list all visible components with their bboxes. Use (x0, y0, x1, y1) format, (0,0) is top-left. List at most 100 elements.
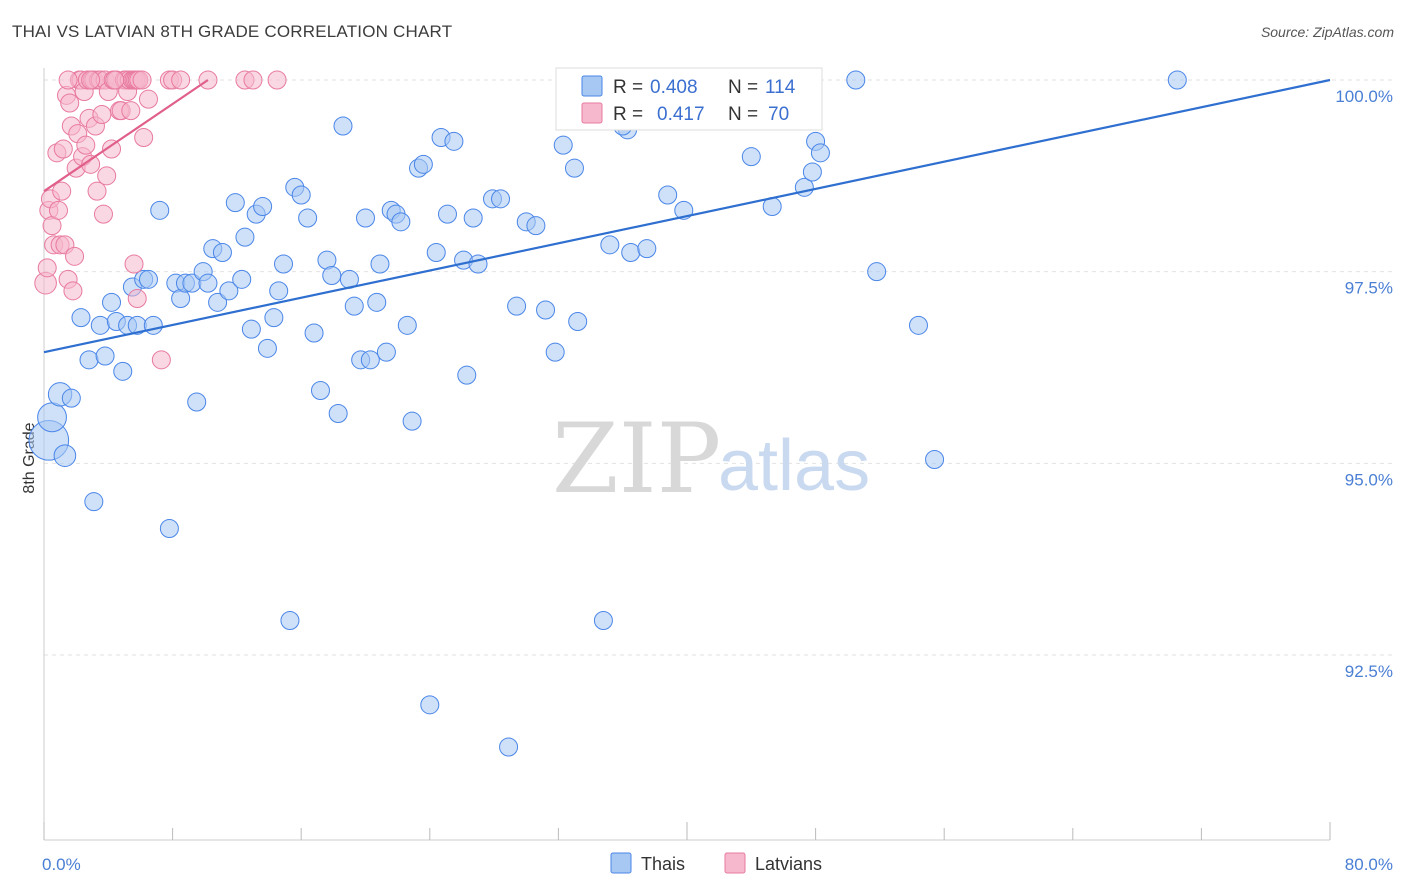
latvians-point-34 (92, 105, 112, 124)
legend-thais-n-value: 114 (765, 77, 796, 98)
legend-latvians-n-label: N = (728, 104, 758, 125)
thais-point-40 (269, 281, 289, 301)
latvians-point-39 (102, 139, 122, 159)
thais-point-79 (507, 296, 527, 316)
thais-point-99 (741, 147, 761, 167)
bottom-legend-latvians: Latvians (755, 854, 822, 874)
thais-point-74 (463, 208, 483, 228)
thais-point-42 (280, 611, 300, 630)
y-tick-label-1: 95.0% (1345, 470, 1393, 489)
thais-point-35 (241, 319, 261, 339)
thais-point-7 (84, 492, 104, 512)
thais-point-81 (526, 216, 546, 236)
thais-point-45 (298, 208, 318, 228)
thais-point-83 (545, 342, 565, 362)
latvians-point-24 (76, 135, 96, 155)
thais-point-1 (37, 402, 67, 433)
latvians-point-10 (53, 139, 73, 159)
thais-point-73 (457, 365, 477, 385)
latvians-point-66 (267, 70, 287, 90)
latvians-point-65 (243, 70, 263, 90)
thais-point-51 (333, 116, 353, 136)
thais-point-33 (232, 269, 252, 289)
x-tick-label-1: 80.0% (1345, 855, 1393, 874)
thais-point-44 (291, 185, 311, 205)
thais-point-37 (253, 197, 273, 216)
series-thais (28, 70, 1187, 757)
trend-lines (43, 78, 1331, 354)
legend-swatch-thais (581, 75, 603, 97)
thais-point-9 (95, 346, 115, 366)
thais-point-70 (437, 204, 457, 224)
thais-point-86 (568, 312, 588, 331)
thais-point-50 (328, 404, 348, 423)
thais-point-57 (367, 292, 387, 312)
thais-point-29 (208, 292, 228, 312)
thais-point-63 (397, 315, 417, 335)
latvians-point-59 (151, 350, 171, 370)
x-tick-labels: 0.0% 80.0% (42, 855, 1393, 874)
thais-point-46 (304, 323, 324, 343)
latvians-point-57 (134, 128, 154, 147)
thais-point-64 (402, 411, 422, 431)
thais-point-91 (621, 243, 641, 262)
bottom-legend-swatch-thais (610, 852, 632, 874)
latvians-point-67 (81, 70, 101, 90)
latvians-point-31 (87, 181, 107, 201)
thais-point-58 (370, 254, 390, 274)
thais-point-108 (925, 450, 945, 469)
latvians-point-9 (52, 181, 72, 201)
thais-point-3 (53, 444, 77, 467)
thais-point-59 (376, 342, 396, 362)
thais-point-41 (274, 254, 294, 274)
thais-point-49 (322, 266, 342, 285)
thais-point-85 (564, 158, 584, 178)
legend-latvians-n-value: 70 (768, 104, 789, 125)
thais-point-66 (413, 154, 433, 174)
thais-point-17 (138, 269, 158, 289)
thais-point-88 (593, 611, 613, 630)
thais-point-109 (1167, 70, 1187, 90)
chart-title: THAI VS LATVIAN 8TH GRADE CORRELATION CH… (12, 22, 453, 41)
latvians-point-56 (132, 70, 152, 90)
thais-point-38 (257, 338, 277, 358)
thais-point-68 (426, 243, 446, 262)
thais-point-47 (310, 381, 330, 400)
latvians-point-68 (105, 70, 125, 90)
thais-point-30 (212, 243, 232, 262)
thais-point-106 (867, 262, 887, 282)
legend-latvians-r-label: R = (613, 104, 643, 125)
latvians-trend-line (43, 79, 209, 193)
thais-point-32 (225, 193, 245, 213)
thais-point-10 (102, 292, 122, 312)
thais-point-27 (198, 273, 218, 293)
thais-point-62 (391, 212, 411, 232)
thais-point-77 (491, 189, 511, 209)
bottom-legend-thais: Thais (641, 854, 685, 874)
thais-point-20 (159, 519, 179, 538)
bottom-legend: Thais Latvians (610, 852, 822, 874)
thais-trend-line (43, 78, 1331, 354)
thais-point-5 (71, 308, 91, 328)
legend: R = 0.408 N = 114 R = 0.417 N = 70 (555, 67, 823, 131)
thais-point-39 (264, 308, 284, 328)
latvians-point-14 (60, 93, 80, 113)
latvians-point-1 (37, 258, 57, 278)
y-tick-label-3: 100.0% (1335, 87, 1393, 106)
legend-swatch-latvians (581, 102, 603, 124)
thais-point-104 (810, 143, 830, 163)
legend-thais-r-label: R = (613, 77, 643, 98)
thais-point-92 (637, 239, 657, 259)
thais-point-84 (553, 135, 573, 155)
latvians-point-35 (93, 204, 113, 224)
latvians-point-16 (63, 281, 83, 301)
thais-point-78 (499, 737, 519, 757)
thais-point-107 (908, 315, 928, 335)
thais-point-75 (468, 254, 488, 274)
thais-point-71 (444, 131, 464, 151)
latvians-point-48 (121, 101, 141, 121)
thais-point-94 (658, 185, 678, 205)
thais-point-18 (143, 315, 163, 335)
latvians-point-54 (124, 254, 144, 274)
